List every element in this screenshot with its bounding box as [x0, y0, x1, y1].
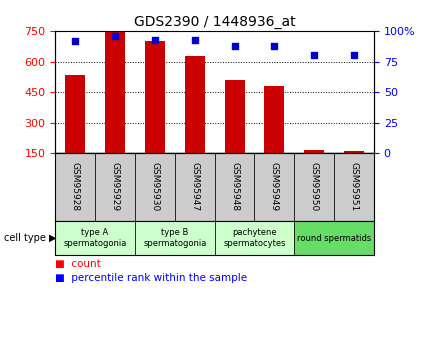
Bar — [105, 32, 125, 153]
Bar — [255, 153, 294, 221]
Text: GSM95930: GSM95930 — [150, 162, 159, 211]
Bar — [264, 86, 284, 153]
Bar — [294, 153, 334, 221]
Bar — [215, 221, 294, 255]
Bar — [95, 153, 135, 221]
Bar — [334, 153, 374, 221]
Text: GSM95928: GSM95928 — [71, 162, 79, 211]
Bar — [304, 150, 324, 153]
Text: ■  count: ■ count — [55, 259, 101, 269]
Text: cell type ▶: cell type ▶ — [4, 233, 57, 243]
Point — [271, 43, 278, 48]
Point — [151, 37, 158, 42]
Text: GSM95947: GSM95947 — [190, 162, 199, 211]
Bar — [294, 221, 374, 255]
Bar — [175, 153, 215, 221]
Bar — [344, 151, 364, 153]
Bar — [55, 153, 95, 221]
Bar — [185, 57, 205, 153]
Bar — [65, 75, 85, 153]
Bar — [135, 221, 215, 255]
Text: GSM95951: GSM95951 — [350, 162, 359, 211]
Title: GDS2390 / 1448936_at: GDS2390 / 1448936_at — [134, 14, 295, 29]
Point — [231, 43, 238, 48]
Text: round spermatids: round spermatids — [297, 234, 371, 243]
Point — [72, 38, 79, 43]
Bar — [55, 221, 135, 255]
Point — [351, 53, 357, 58]
Point — [112, 33, 119, 39]
Text: GSM95949: GSM95949 — [270, 162, 279, 211]
Text: type B
spermatogonia: type B spermatogonia — [143, 228, 207, 248]
Text: type A
spermatogonia: type A spermatogonia — [63, 228, 127, 248]
Text: GSM95950: GSM95950 — [310, 162, 319, 211]
Point — [191, 37, 198, 42]
Bar — [224, 80, 244, 153]
Text: ■  percentile rank within the sample: ■ percentile rank within the sample — [55, 273, 247, 283]
Bar — [135, 153, 175, 221]
Text: GSM95929: GSM95929 — [110, 162, 119, 211]
Text: GSM95948: GSM95948 — [230, 162, 239, 211]
Text: pachytene
spermatocytes: pachytene spermatocytes — [223, 228, 286, 248]
Bar — [215, 153, 255, 221]
Point — [311, 53, 317, 58]
Bar — [145, 41, 165, 153]
